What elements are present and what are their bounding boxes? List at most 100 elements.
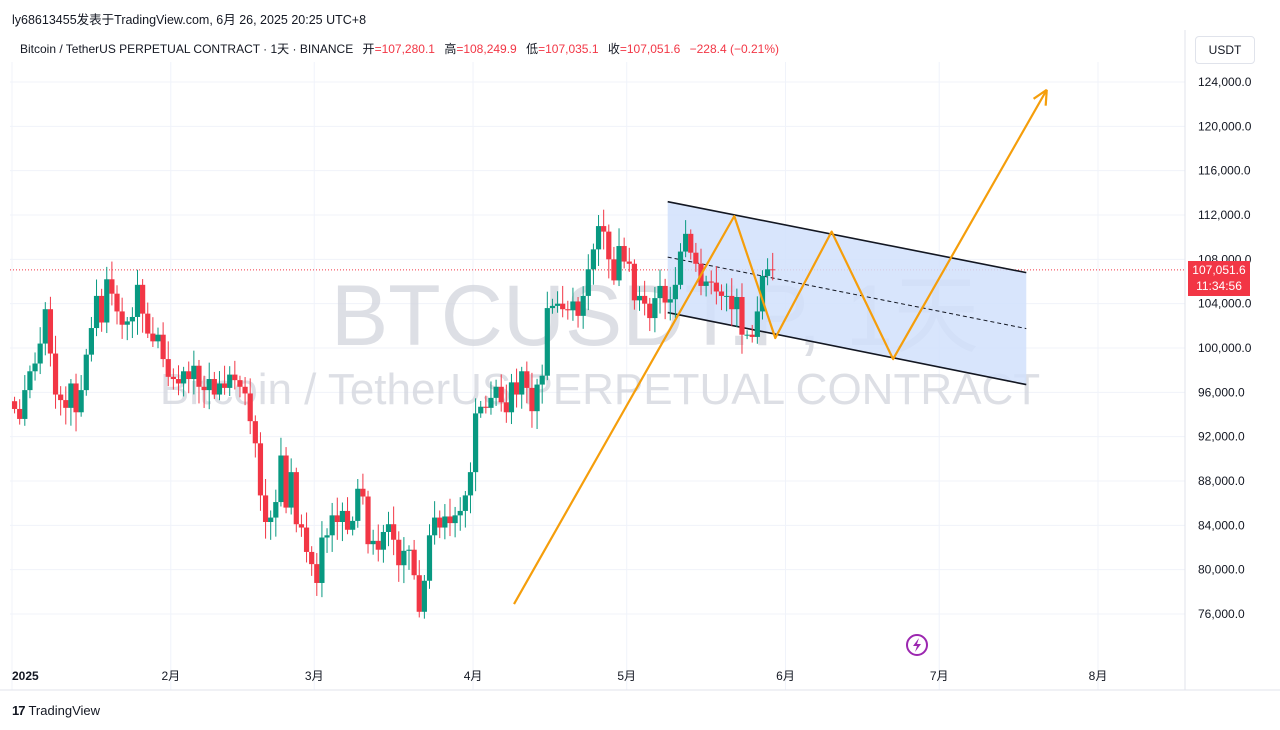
candle-body — [544, 308, 550, 376]
candle-body — [329, 515, 335, 536]
lightning-icon[interactable] — [906, 634, 928, 656]
candle-body — [565, 309, 571, 311]
candle-body — [293, 472, 299, 525]
candle-body — [636, 295, 643, 301]
candle-body — [401, 550, 407, 566]
brand-name: TradingView — [28, 703, 101, 718]
candle-body — [140, 284, 146, 314]
candle-body — [452, 515, 458, 524]
candle-body — [483, 406, 489, 408]
candle-body — [498, 386, 504, 403]
candle-body — [298, 524, 305, 528]
channel-upper-line — [667, 200, 1027, 274]
candle-body — [355, 488, 361, 521]
candle-body — [421, 580, 427, 612]
x-tick-label: 2025 — [12, 669, 39, 683]
candle-body — [211, 379, 217, 395]
candle-body — [334, 515, 340, 523]
candle-body — [606, 231, 612, 260]
candle-body — [22, 390, 28, 419]
y-tick-label: 76,000.0 — [1198, 607, 1245, 621]
candle-body — [601, 226, 607, 232]
candle-body — [216, 383, 223, 395]
candle-body — [78, 390, 84, 413]
candle-body — [657, 285, 663, 299]
y-tick-label: 120,000.0 — [1198, 119, 1252, 133]
candle-body — [375, 540, 381, 550]
candle-body — [360, 488, 366, 497]
candle-body — [529, 387, 535, 412]
parallel-channel — [667, 200, 1027, 386]
candle-body — [119, 311, 125, 325]
price-axis: 124,000.0120,000.0116,000.0112,000.0108,… — [1184, 30, 1252, 690]
candle-body — [508, 382, 515, 413]
candle-body — [191, 365, 197, 380]
candle-body — [416, 575, 422, 612]
time-axis: 2025 2月 3月 4月 5月 6月 7月 8月 — [0, 669, 1280, 691]
candle-body — [488, 397, 494, 408]
candle-body — [365, 496, 371, 545]
candle-body — [324, 535, 330, 538]
projection-path — [513, 89, 1048, 605]
candle-body — [155, 334, 161, 342]
candle-body — [247, 393, 253, 422]
candle-body — [478, 406, 484, 414]
candle-body — [642, 295, 648, 304]
y-tick-label: 112,000.0 — [1198, 208, 1251, 222]
candle-body — [554, 303, 561, 306]
candle-body — [734, 297, 740, 310]
candle-body — [703, 281, 709, 286]
candle-body — [411, 549, 417, 576]
candle-body — [688, 233, 694, 253]
candle-body — [309, 551, 315, 565]
candle-body — [764, 269, 771, 276]
candle-body — [27, 371, 33, 391]
y-tick-label: 116,000.0 — [1198, 164, 1251, 178]
candle-body — [196, 365, 202, 387]
candle-body — [683, 233, 689, 252]
tradingview-logo[interactable]: 17 TradingView — [12, 703, 100, 718]
currency-selector[interactable]: USDT — [1195, 36, 1255, 64]
candle-body — [262, 495, 269, 523]
candle-body — [396, 539, 402, 566]
candle-body — [52, 353, 59, 395]
grid — [10, 62, 1185, 690]
candle-body — [114, 293, 120, 312]
candle-body — [37, 343, 43, 364]
y-tick-label: 124,000.0 — [1198, 75, 1252, 89]
candle-body — [99, 295, 105, 323]
candle-body — [708, 281, 714, 283]
candle-body — [575, 301, 581, 316]
candle-body — [503, 402, 509, 413]
candle-body — [58, 394, 64, 401]
candle-body — [580, 295, 586, 316]
candle-body — [124, 321, 130, 325]
candlestick-series — [11, 209, 776, 619]
candle-body — [662, 285, 668, 303]
projection-arrow — [513, 88, 1048, 605]
candle-body — [160, 334, 166, 360]
candle-body — [227, 374, 233, 388]
candle-body — [273, 502, 279, 518]
candle-body — [88, 328, 95, 355]
candle-body — [242, 386, 248, 394]
candle-body — [570, 301, 576, 311]
candle-body — [288, 472, 294, 508]
arrowhead — [1044, 89, 1048, 106]
candle-body — [257, 443, 264, 496]
candle-body — [201, 386, 207, 391]
legend-low: =107,035.1 — [538, 42, 599, 56]
x-tick-label: 8月 — [1089, 669, 1108, 683]
candle-body — [432, 517, 438, 536]
x-tick-label: 5月 — [617, 669, 636, 683]
x-tick-label: 4月 — [464, 669, 483, 683]
candle-body — [729, 295, 735, 310]
candle-body — [175, 379, 182, 384]
candle-body — [32, 363, 38, 372]
candle-body — [739, 297, 745, 335]
candle-body — [744, 334, 750, 336]
tradingview-mark-icon: 17 — [12, 703, 26, 718]
legend-low-label: 低 — [526, 42, 539, 56]
legend-close-label: 收 — [607, 42, 620, 56]
